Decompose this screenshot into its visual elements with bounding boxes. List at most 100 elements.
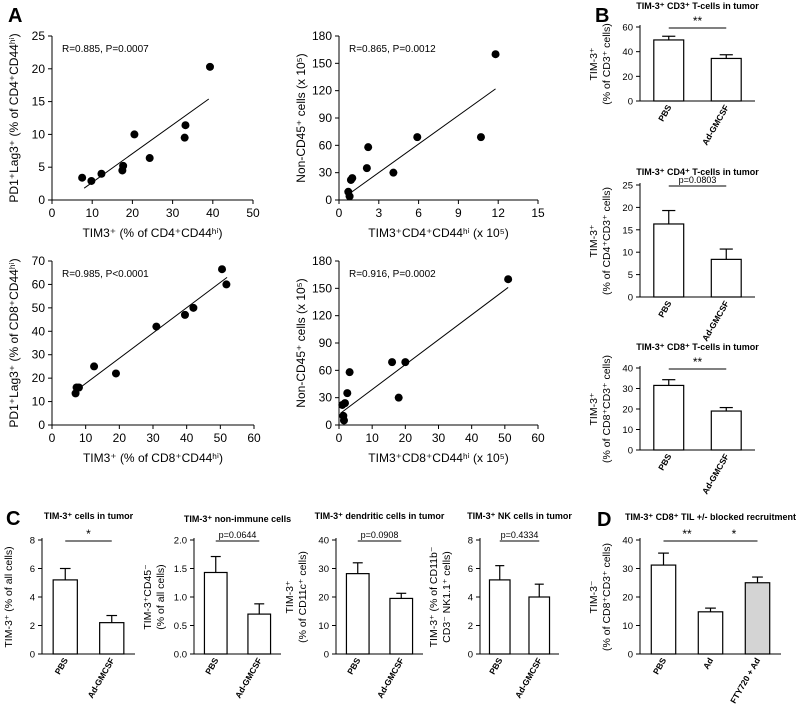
chart-title: TIM-3⁺ non-immune cells	[184, 514, 291, 524]
y-tick-label: 15	[622, 225, 633, 236]
chart-title: TIM-3⁺ dendritic cells in tumor	[315, 511, 445, 521]
y-tick-label: 0	[628, 650, 633, 661]
y-tick-label: 30	[32, 348, 46, 362]
y-tick-label: 25	[32, 29, 46, 43]
y-tick-label: 60	[319, 138, 333, 152]
bar	[653, 223, 685, 298]
y-tick-label: 30	[622, 564, 633, 575]
correlation-annotation: R=0.916, P=0.0002	[349, 269, 436, 280]
y-tick-label: 5	[628, 270, 633, 281]
data-point	[389, 168, 398, 177]
data-point	[364, 143, 373, 152]
chart-a4: 0 10 20 30 40 50 60 0 30 60 90 120 150 180 TIM3⁺CD8⁺CD…	[294, 254, 545, 465]
y-tick-label: 6	[468, 564, 473, 575]
y-tick-label: 4	[30, 593, 35, 604]
y-axis-label: TIM-3⁺	[284, 580, 296, 613]
y-tick-label: 6	[30, 564, 35, 575]
regression-line	[345, 88, 496, 197]
y-tick-label: 90	[319, 336, 333, 350]
category-label: PBS	[203, 656, 221, 676]
chart-title: TIM-3⁺ CD8⁺ T-cells in tumor	[636, 342, 759, 352]
category-label: Ad-GMCSF	[233, 656, 264, 700]
regression-line	[340, 287, 509, 414]
y-tick-label: 150	[312, 281, 332, 295]
y-tick-label: 15	[32, 95, 46, 109]
y-tick-label: 0	[628, 293, 633, 304]
y-tick-label: 0	[38, 418, 45, 432]
y-axis-label: TIM-3⁺	[588, 224, 600, 257]
category-label: PBS	[651, 656, 669, 676]
y-tick-label: 40	[32, 324, 46, 338]
x-tick-label: 9	[455, 206, 462, 220]
data-point	[180, 133, 189, 142]
significance-label: *	[732, 527, 737, 541]
category-label: PBS	[656, 299, 674, 319]
x-tick-label: 30	[166, 206, 180, 220]
y-axis-label: TIM-3⁺CD45⁻	[142, 564, 154, 630]
x-tick-label: 20	[399, 431, 413, 445]
y-tick-label: 10	[32, 395, 46, 409]
bar	[653, 39, 685, 102]
category-label: PBS	[487, 656, 505, 676]
y-tick-label: 40	[622, 364, 633, 375]
data-point	[189, 303, 198, 312]
y-tick-label: 20	[622, 203, 633, 214]
x-tick-label: 20	[126, 206, 140, 220]
y-axis-label: TIM-3⁺	[588, 392, 600, 425]
data-point	[401, 358, 410, 367]
category-label: Ad-GMCSF	[700, 452, 731, 496]
data-point	[180, 310, 189, 319]
data-point	[74, 383, 83, 392]
bar	[697, 611, 724, 655]
category-label: Ad-GMCSF	[375, 656, 406, 700]
y-tick-label: 2	[468, 621, 473, 632]
bar	[710, 258, 742, 298]
bar	[744, 582, 771, 655]
data-point	[181, 121, 190, 130]
y-tick-label: 0	[324, 650, 329, 661]
significance-label: **	[682, 527, 692, 541]
y-axis-label: (% of CD11c⁺ cells)	[297, 551, 309, 643]
y-tick-label: 90	[319, 111, 333, 125]
y-tick-label: 10	[318, 621, 329, 632]
y-axis-label: Non-CD45⁺ cells (x 10⁵)	[294, 278, 308, 407]
x-tick-label: 10	[365, 431, 379, 445]
bar	[488, 579, 511, 655]
y-tick-label: 30	[319, 391, 333, 405]
significance-label: **	[693, 14, 703, 28]
y-axis-label: TIM-3⁺ (% of CD11b⁻	[428, 546, 440, 647]
bar	[52, 579, 78, 655]
y-tick-label: 2	[30, 621, 35, 632]
y-tick-label: 5	[38, 160, 45, 174]
data-point	[504, 275, 513, 284]
x-tick-label: 40	[180, 431, 194, 445]
category-label: PBS	[656, 103, 674, 123]
data-point	[413, 133, 422, 142]
y-tick-label: 10	[622, 621, 633, 632]
data-point	[205, 62, 214, 71]
correlation-annotation: R=0.865, P=0.0012	[349, 44, 436, 55]
y-tick-label: 20	[622, 72, 633, 83]
y-tick-label: 180	[312, 254, 332, 268]
x-tick-label: 20	[113, 431, 127, 445]
significance-label: **	[693, 355, 703, 369]
data-point	[87, 176, 96, 185]
x-tick-label: 0	[49, 431, 56, 445]
y-tick-label: 30	[318, 564, 329, 575]
y-tick-label: 40	[622, 536, 633, 547]
bar	[650, 564, 677, 655]
regression-line	[75, 276, 228, 392]
data-point	[111, 369, 120, 378]
panel-label-c: C	[6, 508, 20, 530]
data-point	[218, 265, 227, 274]
x-tick-label: 50	[214, 431, 228, 445]
data-point	[78, 173, 87, 182]
chart-c2: TIM-3⁺ non-immune cells 0.0 0.5 1.0 1.5 2.0 PB…	[142, 514, 291, 700]
significance-label: *	[86, 527, 91, 541]
data-point	[476, 133, 485, 142]
y-tick-label: 2.0	[174, 536, 187, 547]
x-tick-label: 40	[206, 206, 220, 220]
bar	[389, 597, 414, 655]
